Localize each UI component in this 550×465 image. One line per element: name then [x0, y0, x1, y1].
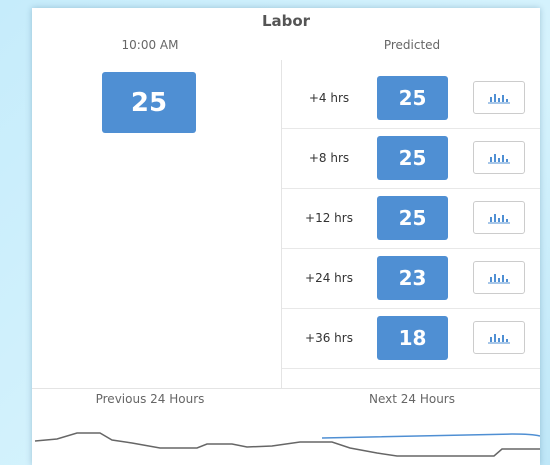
- icon-bar: [490, 336, 492, 342]
- icon-bar: [494, 153, 496, 162]
- icon-bar: [498, 277, 500, 282]
- next-label: Next 24 Hours: [368, 392, 455, 406]
- icon-bar: [502, 214, 504, 222]
- offset-label: +4 hrs: [308, 91, 350, 105]
- prediction-row: +24 hrs 23: [282, 248, 540, 309]
- predicted-value: 25: [377, 76, 448, 120]
- predicted-value: 25: [377, 196, 448, 240]
- previous-line: [34, 432, 540, 457]
- sparkline: [34, 432, 540, 457]
- offset-label: +24 hrs: [305, 271, 353, 285]
- icon-bar: [498, 97, 500, 102]
- icon-bar: [498, 217, 500, 222]
- icon-bar: [502, 154, 504, 162]
- chart-button[interactable]: [473, 201, 525, 234]
- predicted-label: Predicted: [383, 38, 441, 52]
- icon-bar: [494, 213, 496, 222]
- chart-button[interactable]: [473, 261, 525, 294]
- icon-bar: [490, 156, 492, 162]
- chart-icon: [488, 153, 510, 163]
- predicted-value: 18: [377, 316, 448, 360]
- icon-bar: [502, 334, 504, 342]
- chart-icon: [488, 273, 510, 283]
- divider: [281, 60, 282, 388]
- offset-label: +12 hrs: [305, 211, 353, 225]
- icon-bar: [506, 218, 508, 222]
- icon-bar: [506, 158, 508, 162]
- icon-bar: [506, 338, 508, 342]
- icon-bar: [498, 157, 500, 162]
- icon-bar: [502, 274, 504, 282]
- icon-bar: [506, 98, 508, 102]
- icon-bar: [494, 273, 496, 282]
- predicted-value: 25: [377, 136, 448, 180]
- labor-panel: Labor 10:00 AM Predicted 25 +4 hrs 25 +8 h…: [32, 8, 540, 465]
- prediction-row: +36 hrs 18: [282, 308, 540, 369]
- predicted-value: 23: [377, 256, 448, 300]
- chart-icon: [488, 93, 510, 103]
- prediction-row: +12 hrs 25: [282, 188, 540, 249]
- next-line: [321, 433, 540, 439]
- icon-bar: [490, 276, 492, 282]
- previous-label: Previous 24 Hours: [95, 392, 205, 406]
- chart-icon: [488, 213, 510, 223]
- icon-bar: [490, 216, 492, 222]
- icon-bar: [494, 333, 496, 342]
- icon-bar: [494, 93, 496, 102]
- chart-button[interactable]: [473, 81, 525, 114]
- icon-bar: [502, 94, 504, 102]
- icon-bar: [498, 337, 500, 342]
- prediction-row: +4 hrs 25: [282, 68, 540, 129]
- panel-title: Labor: [261, 12, 311, 30]
- offset-label: +36 hrs: [305, 331, 353, 345]
- offset-label: +8 hrs: [308, 151, 350, 165]
- chart-button[interactable]: [473, 141, 525, 174]
- current-value: 25: [102, 72, 196, 133]
- prediction-row: +8 hrs 25: [282, 128, 540, 189]
- chart-button[interactable]: [473, 321, 525, 354]
- chart-icon: [488, 333, 510, 343]
- icon-bar: [506, 278, 508, 282]
- divider: [32, 388, 540, 389]
- icon-bar: [490, 96, 492, 102]
- current-time: 10:00 AM: [121, 38, 179, 52]
